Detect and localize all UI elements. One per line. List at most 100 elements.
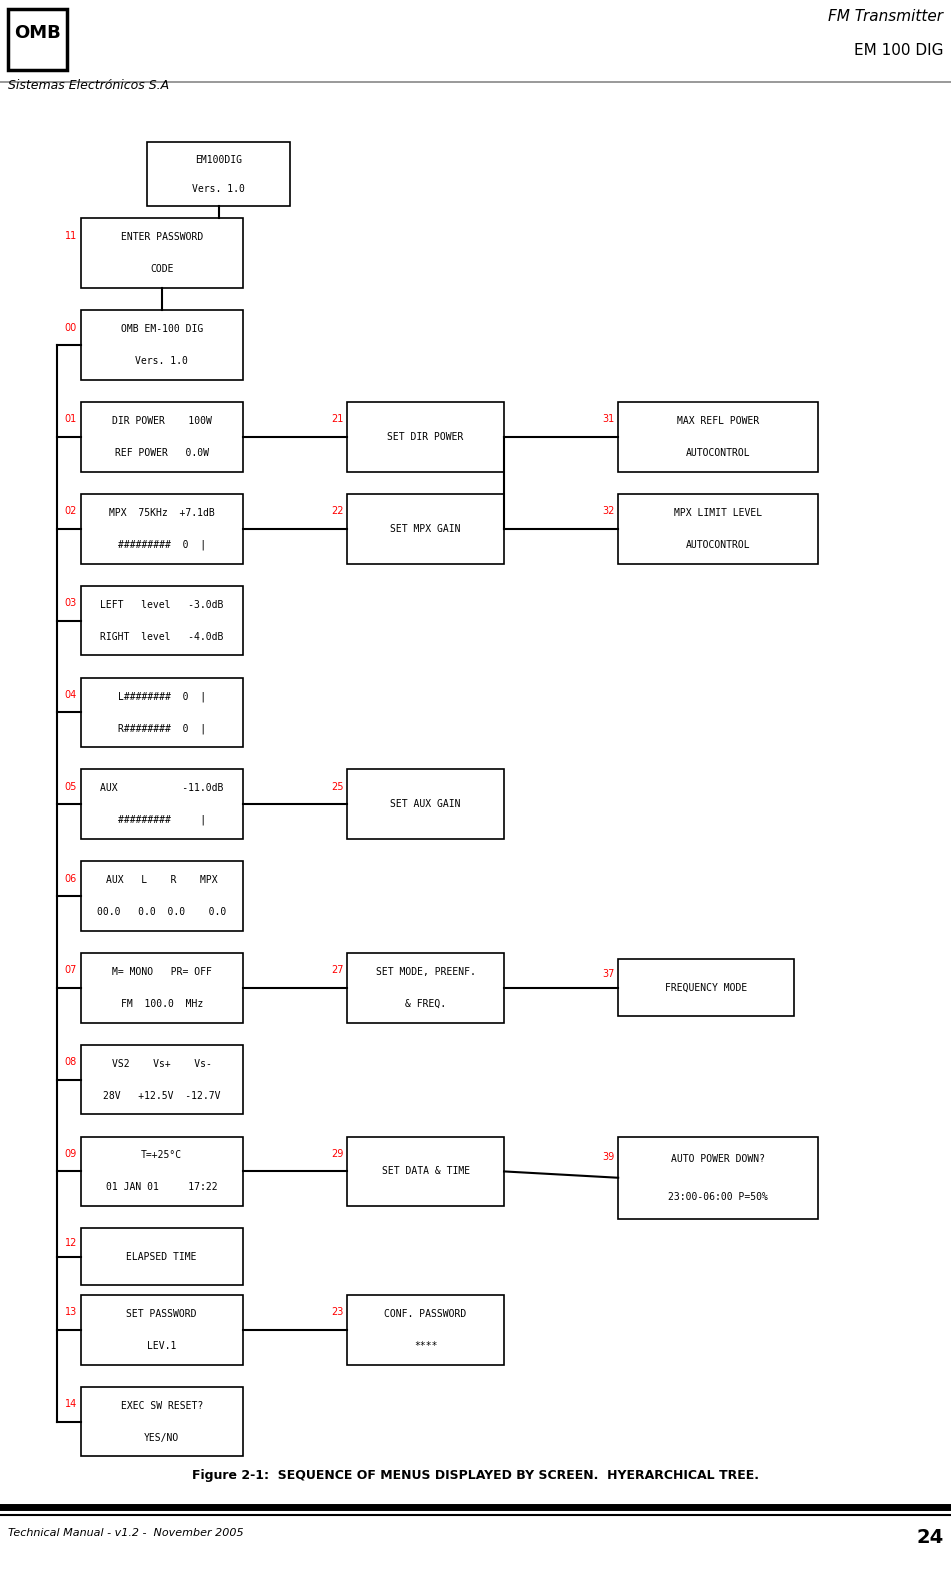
Text: OMB EM-100 DIG: OMB EM-100 DIG	[121, 325, 203, 334]
Text: 39: 39	[602, 1152, 614, 1162]
FancyBboxPatch shape	[8, 9, 67, 70]
Text: CODE: CODE	[150, 264, 173, 274]
Text: MPX LIMIT LEVEL: MPX LIMIT LEVEL	[674, 508, 762, 518]
FancyBboxPatch shape	[147, 142, 290, 206]
FancyBboxPatch shape	[347, 402, 504, 472]
Text: & FREQ.: & FREQ.	[405, 999, 446, 1008]
FancyBboxPatch shape	[81, 586, 243, 655]
Text: 31: 31	[602, 415, 614, 424]
Text: EXEC SW RESET?: EXEC SW RESET?	[121, 1401, 203, 1410]
Text: 04: 04	[65, 690, 77, 700]
Text: 21: 21	[331, 415, 343, 424]
Text: 01 JAN 01     17:22: 01 JAN 01 17:22	[106, 1183, 218, 1192]
Text: AUX   L    R    MPX: AUX L R MPX	[106, 875, 218, 885]
Text: 06: 06	[65, 874, 77, 883]
FancyBboxPatch shape	[347, 494, 504, 564]
Text: 01: 01	[65, 415, 77, 424]
Text: SET DIR POWER: SET DIR POWER	[387, 432, 464, 442]
Text: 03: 03	[65, 598, 77, 608]
Text: 14: 14	[65, 1399, 77, 1409]
Text: 27: 27	[331, 966, 343, 975]
Text: SET MPX GAIN: SET MPX GAIN	[390, 524, 461, 533]
FancyBboxPatch shape	[347, 769, 504, 839]
Text: R########  0  |: R######## 0 |	[118, 723, 205, 733]
FancyBboxPatch shape	[81, 1295, 243, 1365]
Text: 37: 37	[602, 969, 614, 978]
FancyBboxPatch shape	[347, 953, 504, 1023]
Text: 32: 32	[602, 507, 614, 516]
Text: AUTOCONTROL: AUTOCONTROL	[686, 448, 750, 457]
Text: VS2    Vs+    Vs-: VS2 Vs+ Vs-	[111, 1059, 212, 1069]
Text: OMB: OMB	[13, 24, 61, 43]
Text: EM 100 DIG: EM 100 DIG	[854, 43, 943, 57]
Text: AUX           -11.0dB: AUX -11.0dB	[100, 784, 223, 793]
Text: 07: 07	[65, 966, 77, 975]
Text: 24: 24	[916, 1528, 943, 1547]
FancyBboxPatch shape	[81, 769, 243, 839]
Text: MAX REFL POWER: MAX REFL POWER	[677, 416, 759, 426]
FancyBboxPatch shape	[81, 1228, 243, 1285]
Text: DIR POWER    100W: DIR POWER 100W	[111, 416, 212, 426]
FancyBboxPatch shape	[81, 678, 243, 747]
Text: 23: 23	[331, 1308, 343, 1317]
Text: M= MONO   PR= OFF: M= MONO PR= OFF	[111, 967, 212, 977]
Text: Technical Manual - v1.2 -  November 2005: Technical Manual - v1.2 - November 2005	[8, 1528, 243, 1537]
Text: 11: 11	[65, 231, 77, 241]
FancyBboxPatch shape	[81, 953, 243, 1023]
Text: Figure 2-1:  SEQUENCE OF MENUS DISPLAYED BY SCREEN.  HYERARCHICAL TREE.: Figure 2-1: SEQUENCE OF MENUS DISPLAYED …	[192, 1469, 759, 1482]
Text: L########  0  |: L######## 0 |	[118, 692, 205, 701]
FancyBboxPatch shape	[81, 1137, 243, 1206]
FancyBboxPatch shape	[81, 494, 243, 564]
Text: Vers. 1.0: Vers. 1.0	[192, 184, 245, 193]
Text: Vers. 1.0: Vers. 1.0	[135, 356, 188, 366]
Text: 08: 08	[65, 1057, 77, 1067]
Text: 00.0   0.0  0.0    0.0: 00.0 0.0 0.0 0.0	[97, 907, 226, 917]
Text: Sistemas Electrónicos S.A: Sistemas Electrónicos S.A	[8, 79, 168, 92]
Text: AUTO POWER DOWN?: AUTO POWER DOWN?	[671, 1154, 765, 1164]
Text: #########  0  |: ######### 0 |	[118, 540, 205, 549]
Text: REF POWER   0.0W: REF POWER 0.0W	[115, 448, 208, 457]
Text: T=+25°C: T=+25°C	[141, 1151, 183, 1160]
Text: FM  100.0  MHz: FM 100.0 MHz	[121, 999, 203, 1008]
Text: SET MODE, PREENF.: SET MODE, PREENF.	[376, 967, 476, 977]
Text: 09: 09	[65, 1149, 77, 1159]
Text: SET DATA & TIME: SET DATA & TIME	[381, 1167, 470, 1176]
Text: MPX  75KHz  +7.1dB: MPX 75KHz +7.1dB	[108, 508, 215, 518]
Text: ELAPSED TIME: ELAPSED TIME	[126, 1252, 197, 1262]
Text: 12: 12	[65, 1238, 77, 1247]
Text: ENTER PASSWORD: ENTER PASSWORD	[121, 233, 203, 242]
Text: 25: 25	[331, 782, 343, 792]
FancyBboxPatch shape	[618, 1137, 818, 1219]
Text: #########     |: ######### |	[118, 815, 205, 825]
FancyBboxPatch shape	[347, 1137, 504, 1206]
Text: CONF. PASSWORD: CONF. PASSWORD	[384, 1309, 467, 1319]
Text: LEFT   level   -3.0dB: LEFT level -3.0dB	[100, 600, 223, 609]
FancyBboxPatch shape	[618, 494, 818, 564]
Text: 22: 22	[331, 507, 343, 516]
Text: RIGHT  level   -4.0dB: RIGHT level -4.0dB	[100, 632, 223, 641]
Text: SET AUX GAIN: SET AUX GAIN	[390, 799, 461, 809]
Text: FM Transmitter: FM Transmitter	[828, 9, 943, 24]
FancyBboxPatch shape	[618, 959, 794, 1016]
Text: SET PASSWORD: SET PASSWORD	[126, 1309, 197, 1319]
Text: 28V   +12.5V  -12.7V: 28V +12.5V -12.7V	[103, 1091, 221, 1100]
FancyBboxPatch shape	[618, 402, 818, 472]
Text: 02: 02	[65, 507, 77, 516]
FancyBboxPatch shape	[81, 218, 243, 288]
FancyBboxPatch shape	[81, 1045, 243, 1114]
Text: FREQUENCY MODE: FREQUENCY MODE	[665, 983, 747, 993]
Text: 13: 13	[65, 1308, 77, 1317]
Text: 29: 29	[331, 1149, 343, 1159]
Text: 23:00-06:00 P=50%: 23:00-06:00 P=50%	[668, 1192, 768, 1201]
FancyBboxPatch shape	[81, 861, 243, 931]
FancyBboxPatch shape	[81, 402, 243, 472]
FancyBboxPatch shape	[81, 1387, 243, 1456]
Text: 05: 05	[65, 782, 77, 792]
FancyBboxPatch shape	[347, 1295, 504, 1365]
Text: ****: ****	[414, 1341, 437, 1350]
Text: LEV.1: LEV.1	[147, 1341, 176, 1350]
Text: EM100DIG: EM100DIG	[195, 155, 243, 165]
FancyBboxPatch shape	[81, 310, 243, 380]
Text: 00: 00	[65, 323, 77, 332]
Text: AUTOCONTROL: AUTOCONTROL	[686, 540, 750, 549]
